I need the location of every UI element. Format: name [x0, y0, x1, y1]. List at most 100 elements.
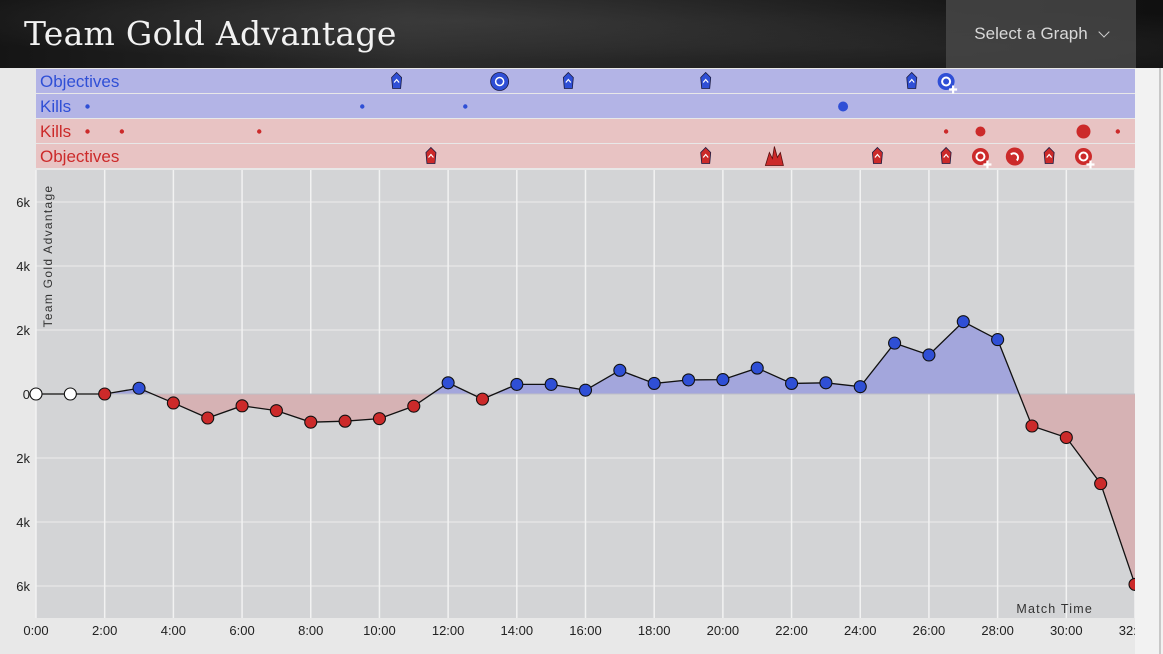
- tower-icon: [425, 146, 437, 164]
- x-tick-label: 4:00: [161, 623, 186, 638]
- inhibitor-icon-detail: [975, 151, 986, 162]
- data-point[interactable]: [1094, 477, 1108, 491]
- tower-icon: [700, 146, 712, 164]
- chevron-down-icon: [1098, 26, 1110, 38]
- data-point[interactable]: [578, 383, 593, 397]
- tower-icon-detail: [943, 153, 950, 158]
- data-point[interactable]: [716, 373, 730, 387]
- inhibitor-icon: [1074, 148, 1092, 165]
- event-row-label: Kills: [40, 122, 71, 141]
- kill-marker: [85, 129, 90, 134]
- data-point[interactable]: [544, 377, 558, 391]
- x-tick-label: 2:00: [92, 623, 117, 638]
- data-point[interactable]: [681, 373, 696, 387]
- event-row-label: Objectives: [40, 147, 119, 166]
- kill-marker: [257, 129, 262, 134]
- kill-marker: [1076, 124, 1091, 139]
- header-bar: Team Gold Advantage Select a Graph: [0, 0, 1163, 68]
- tower-icon: [1043, 146, 1055, 164]
- data-point[interactable]: [613, 363, 627, 377]
- x-tick-label: 6:00: [229, 623, 254, 638]
- data-point[interactable]: [510, 377, 524, 391]
- data-point[interactable]: [235, 399, 249, 413]
- event-row-red-kills: [36, 119, 1135, 143]
- data-point[interactable]: [956, 315, 970, 329]
- tower-icon-detail: [908, 78, 915, 83]
- y-tick-label: 4k: [16, 515, 30, 530]
- y-tick-label: 2k: [16, 323, 30, 338]
- data-point[interactable]: [853, 380, 867, 394]
- data-point[interactable]: [1059, 430, 1073, 445]
- data-point[interactable]: [750, 361, 764, 375]
- plus-badge-icon: [949, 85, 958, 94]
- data-point[interactable]: [98, 387, 112, 401]
- data-point[interactable]: [441, 376, 455, 390]
- inhibitor-icon: [937, 73, 955, 90]
- swirl-icon: [1005, 147, 1024, 166]
- x-tick-label: 28:00: [981, 623, 1014, 638]
- data-point[interactable]: [991, 333, 1005, 347]
- x-tick-label: 16:00: [569, 623, 602, 638]
- tower-icon-detail: [874, 153, 881, 158]
- swirl-icon-detail: [1010, 152, 1020, 162]
- kill-marker: [463, 104, 468, 109]
- plus-badge-icon: [983, 160, 992, 169]
- x-tick-label: 18:00: [638, 623, 671, 638]
- y-tick-label: 0: [23, 387, 30, 402]
- x-tick-label: 8:00: [298, 623, 323, 638]
- data-point[interactable]: [63, 387, 77, 401]
- data-point[interactable]: [819, 376, 833, 390]
- x-tick-label: 20:00: [707, 623, 740, 638]
- tower-icon: [872, 146, 883, 164]
- y-tick-label: 2k: [16, 451, 30, 466]
- right-margin: [1135, 68, 1163, 654]
- event-row-red-objectives: [36, 144, 1135, 168]
- data-point[interactable]: [372, 412, 386, 426]
- x-tick-label: 10:00: [363, 623, 396, 638]
- tower-icon-detail: [393, 78, 400, 83]
- data-point[interactable]: [785, 376, 799, 390]
- data-point[interactable]: [475, 392, 490, 406]
- tower-icon-detail: [702, 78, 709, 83]
- inhibitor-icon: [971, 148, 989, 165]
- data-point[interactable]: [201, 411, 215, 425]
- tower-icon-detail: [565, 78, 572, 83]
- data-point[interactable]: [166, 396, 180, 410]
- blue-advantage-area: [36, 321, 1135, 394]
- tower-icon-detail: [427, 153, 434, 158]
- y-tick-label: 4k: [16, 259, 30, 274]
- tower-icon: [906, 71, 918, 89]
- data-point[interactable]: [922, 348, 936, 362]
- x-tick-label: 30:00: [1050, 623, 1083, 638]
- data-point[interactable]: [132, 381, 146, 395]
- data-point[interactable]: [269, 404, 283, 418]
- data-point[interactable]: [338, 414, 352, 428]
- data-point[interactable]: [888, 336, 902, 350]
- baron-icon-detail: [494, 76, 505, 87]
- y-tick-label: 6k: [16, 579, 30, 594]
- event-row-label: Objectives: [40, 72, 119, 91]
- data-point[interactable]: [407, 399, 421, 413]
- data-point[interactable]: [304, 415, 318, 429]
- data-point[interactable]: [647, 376, 661, 390]
- tower-icon-detail: [702, 153, 709, 158]
- tower-icon: [391, 71, 403, 89]
- plus-badge-icon: [1086, 160, 1095, 169]
- x-tick-label: 12:00: [432, 623, 465, 638]
- x-tick-label: 22:00: [775, 623, 808, 638]
- data-point[interactable]: [1025, 419, 1039, 433]
- event-row-blue-objectives: [36, 69, 1135, 93]
- inhibitor-icon-detail: [941, 76, 952, 87]
- event-row-label: Kills: [40, 97, 71, 116]
- x-tick-label: 0:00: [23, 623, 48, 638]
- x-axis-title: Match Time: [1016, 602, 1093, 616]
- tower-icon: [562, 71, 574, 89]
- x-tick-label: 24:00: [844, 623, 877, 638]
- inhibitor-icon-detail: [1078, 151, 1089, 162]
- data-point[interactable]: [29, 387, 43, 401]
- kill-marker: [360, 104, 365, 109]
- x-tick-label: 26:00: [913, 623, 946, 638]
- select-graph-dropdown[interactable]: Select a Graph: [946, 0, 1136, 68]
- kill-marker: [838, 101, 849, 112]
- dragon-icon: [764, 146, 784, 166]
